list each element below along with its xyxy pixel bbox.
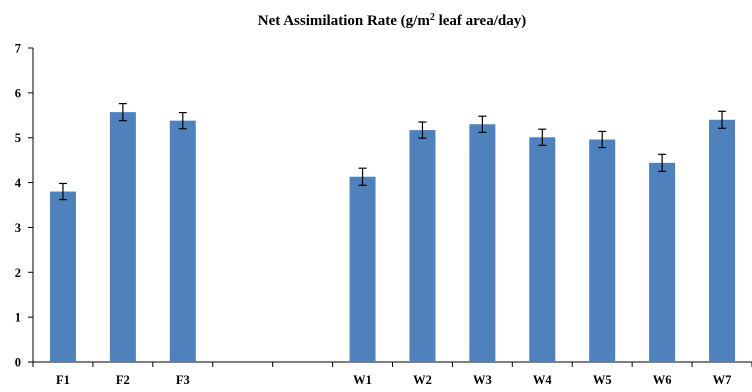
bar-W1 bbox=[349, 176, 376, 362]
bar-F1 bbox=[49, 191, 76, 362]
x-tick-label: W1 bbox=[353, 373, 372, 387]
x-tick-label: W4 bbox=[533, 373, 553, 387]
bar-W6 bbox=[649, 162, 676, 362]
bar-W7 bbox=[709, 119, 736, 363]
x-tick-label: F1 bbox=[56, 373, 70, 387]
y-tick-label: 6 bbox=[15, 86, 21, 100]
y-tick-label: 2 bbox=[15, 266, 21, 280]
bar-F3 bbox=[169, 120, 196, 362]
bar-W2 bbox=[409, 130, 436, 362]
chart-title-rest: leaf area/day) bbox=[435, 13, 526, 29]
x-tick-label: W3 bbox=[473, 373, 492, 387]
bar-W4 bbox=[529, 137, 556, 362]
x-tick-label: W5 bbox=[593, 373, 612, 387]
chart-title-superscript: 2 bbox=[430, 12, 435, 23]
bar-W3 bbox=[469, 124, 496, 362]
chart-title: Net Assimilation Rate (g/m2 leaf area/da… bbox=[258, 12, 526, 29]
plot-area: 0 1 2 3 4 5 6 7 F1 F2 F3 W1 W2 W3 W4 W5 W6 W7 bbox=[15, 42, 752, 387]
x-tick-label: W7 bbox=[713, 373, 732, 387]
x-tick-label: W2 bbox=[413, 373, 432, 387]
y-tick-label: 1 bbox=[15, 311, 21, 325]
bar-W5 bbox=[589, 139, 616, 362]
y-tick-label: 7 bbox=[15, 42, 21, 56]
x-tick-label: W6 bbox=[653, 373, 672, 387]
x-tick-label: F2 bbox=[116, 373, 130, 387]
y-tick-label: 3 bbox=[15, 221, 21, 235]
y-tick-label: 5 bbox=[15, 131, 21, 145]
y-tick-label: 4 bbox=[15, 176, 22, 190]
chart-title-main: Net Assimilation Rate (g/m bbox=[258, 13, 431, 29]
bar-F2 bbox=[109, 112, 136, 362]
x-tick-label: F3 bbox=[176, 373, 190, 387]
y-tick-label: 0 bbox=[15, 356, 21, 370]
